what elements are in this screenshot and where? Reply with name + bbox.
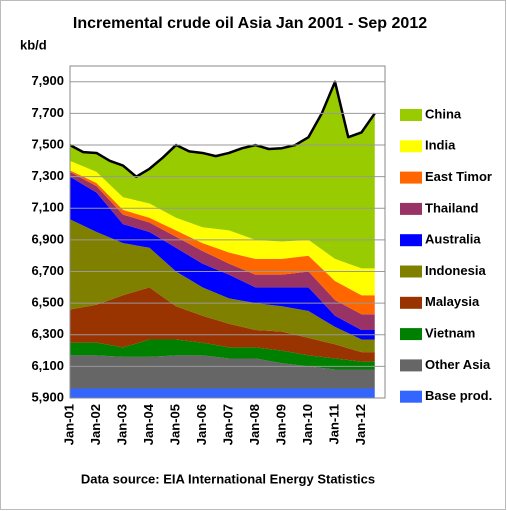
x-tick-label: Jan-09 bbox=[273, 404, 288, 445]
y-tick-label: 5,900 bbox=[31, 389, 64, 404]
legend-label: Indonesia bbox=[425, 263, 486, 278]
area bbox=[70, 287, 375, 362]
legend-swatch bbox=[400, 359, 422, 372]
y-tick-label: 6,700 bbox=[31, 263, 64, 278]
y-tick-label: 7,100 bbox=[31, 200, 64, 215]
legend-label: Base prod. bbox=[425, 388, 492, 403]
area bbox=[70, 388, 375, 398]
legend-swatch bbox=[400, 296, 422, 309]
area bbox=[70, 339, 375, 370]
legend-label: Other Asia bbox=[425, 357, 491, 372]
y-tick-label: 6,100 bbox=[31, 358, 64, 373]
x-tick-label: Jan-07 bbox=[220, 404, 235, 445]
legend-swatch bbox=[400, 171, 422, 184]
legend-label: Thailand bbox=[425, 200, 479, 215]
legend-label: China bbox=[425, 106, 462, 121]
legend-swatch bbox=[400, 202, 422, 215]
legend-label: Vietnam bbox=[425, 326, 475, 341]
legend-swatch bbox=[400, 109, 422, 121]
x-tick-label: Jan-08 bbox=[247, 404, 262, 445]
plot-area bbox=[70, 80, 376, 398]
area bbox=[70, 81, 375, 269]
legend-label: Australia bbox=[425, 232, 481, 247]
x-tick-label: Jan-05 bbox=[167, 404, 182, 445]
y-tick-label: 6,500 bbox=[31, 295, 64, 310]
y-tick-label: 6,300 bbox=[31, 326, 64, 341]
legend-label: Malaysia bbox=[425, 294, 480, 309]
area bbox=[70, 219, 375, 353]
y-tick-label: 7,500 bbox=[31, 136, 64, 151]
legend-swatch bbox=[400, 390, 422, 403]
y-tick-label: 7,300 bbox=[31, 168, 64, 183]
x-tick-label: Jan-06 bbox=[194, 404, 209, 445]
area bbox=[70, 160, 375, 296]
x-tick-label: Jan-03 bbox=[114, 404, 129, 445]
area bbox=[70, 176, 375, 340]
legend-swatch bbox=[400, 265, 422, 278]
legend-label: India bbox=[425, 138, 456, 153]
plot-border bbox=[69, 65, 386, 399]
top-line bbox=[70, 80, 376, 178]
legend-swatch bbox=[400, 234, 422, 247]
area bbox=[70, 170, 375, 315]
legend-swatch bbox=[400, 328, 422, 341]
y-tick-label: 7,900 bbox=[31, 73, 64, 88]
area bbox=[70, 355, 375, 389]
x-tick-label: Jan-02 bbox=[88, 404, 103, 445]
x-tick-label: Jan-01 bbox=[61, 404, 76, 445]
y-tick-label: 6,900 bbox=[31, 231, 64, 246]
chart-title: Incremental crude oil Asia Jan 2001 - Se… bbox=[73, 15, 427, 32]
y-tick-label: 7,700 bbox=[31, 105, 64, 120]
legend-label: East Timor bbox=[425, 169, 492, 184]
x-tick-label: Jan-12 bbox=[353, 404, 368, 445]
area bbox=[70, 171, 375, 331]
y-axis-label: kb/d bbox=[20, 37, 47, 52]
x-tick-label: Jan-10 bbox=[300, 404, 315, 445]
x-tick-label: Jan-04 bbox=[141, 403, 156, 445]
source-note: Data source: EIA International Energy St… bbox=[81, 471, 375, 486]
legend-swatch bbox=[400, 140, 422, 153]
x-tick-label: Jan-11 bbox=[326, 404, 341, 444]
